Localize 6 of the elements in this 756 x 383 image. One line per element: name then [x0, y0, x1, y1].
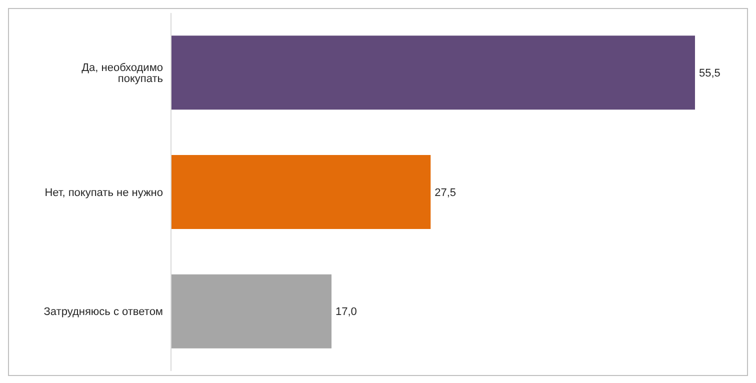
y-tick-label: Затрудняюсь с ответом [44, 306, 163, 318]
data-label: 55,5 [699, 68, 720, 80]
data-label: 17,0 [336, 306, 357, 318]
data-label: 27,5 [434, 186, 456, 199]
y-tick-label: Нет, покупать не нужно [44, 186, 163, 199]
y-tick-label: Да, необходимо покупать [82, 62, 164, 86]
